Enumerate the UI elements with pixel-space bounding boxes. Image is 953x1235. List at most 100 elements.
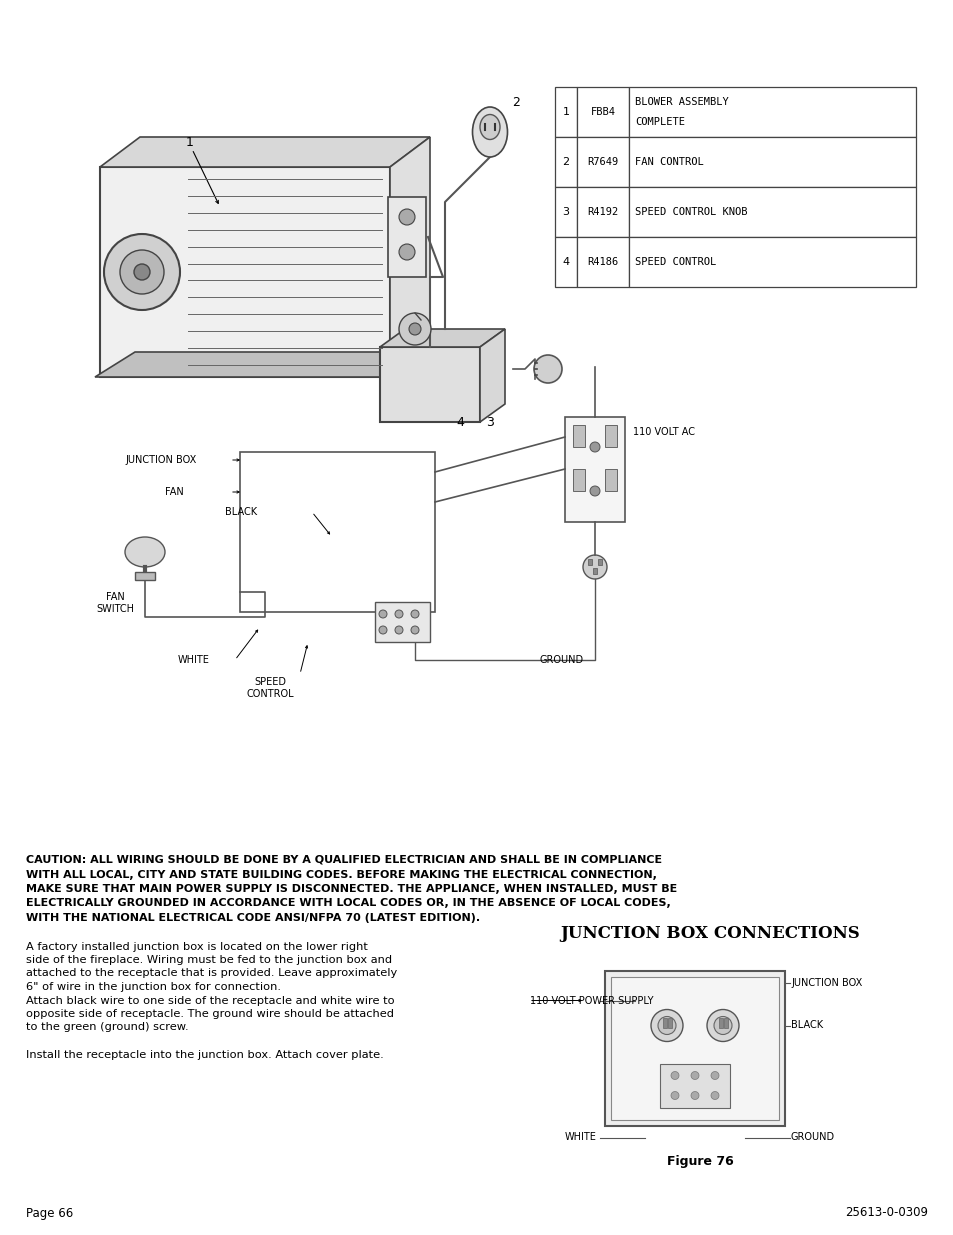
Text: FAN
SWITCH: FAN SWITCH [96, 592, 133, 614]
Text: opposite side of receptacle. The ground wire should be attached: opposite side of receptacle. The ground … [26, 1009, 394, 1019]
Text: JUNCTION BOX WIRING INSTALLATION INSTRUCTIONS: JUNCTION BOX WIRING INSTALLATION INSTRUC… [138, 803, 815, 823]
Circle shape [104, 233, 180, 310]
Text: R4186: R4186 [587, 257, 618, 267]
Bar [719, 1018, 722, 1028]
Polygon shape [379, 329, 504, 347]
Circle shape [710, 1092, 719, 1099]
Bar [573, 469, 584, 492]
Circle shape [582, 555, 606, 579]
Bar [375, 601, 430, 642]
Circle shape [378, 610, 387, 618]
Text: 25613-0-0309: 25613-0-0309 [844, 1207, 927, 1219]
Text: Figure 76: Figure 76 [666, 1156, 733, 1168]
Bar [587, 559, 592, 564]
Text: WHITE: WHITE [178, 655, 210, 664]
Ellipse shape [658, 1016, 676, 1035]
Bar [577, 186, 628, 237]
Bar [240, 452, 435, 613]
Bar [555, 86, 577, 137]
Text: ELECTRICALLY GROUNDED IN ACCORDANCE WITH LOCAL CODES OR, IN THE ABSENCE OF LOCAL: ELECTRICALLY GROUNDED IN ACCORDANCE WITH… [26, 899, 670, 909]
Text: JUNCTION BOX: JUNCTION BOX [125, 454, 196, 466]
Text: 1: 1 [562, 107, 569, 117]
Text: FAN: FAN [165, 487, 184, 496]
Bar [18, 787, 935, 839]
Text: WITH THE NATIONAL ELECTRICAL CODE ANSI/NFPA 70 (LATEST EDITION).: WITH THE NATIONAL ELECTRICAL CODE ANSI/N… [26, 913, 479, 923]
Bar [659, 1063, 729, 1108]
Text: GROUND: GROUND [539, 655, 583, 664]
Bar [628, 237, 915, 287]
Bar [100, 167, 390, 377]
Circle shape [690, 1072, 699, 1079]
Text: 110 VOLT AC: 110 VOLT AC [633, 427, 695, 437]
Bar [555, 186, 577, 237]
Text: JUNCTION BOX CONNECTIONS: JUNCTION BOX CONNECTIONS [559, 925, 859, 942]
Text: WHITE: WHITE [564, 1132, 597, 1142]
Circle shape [670, 1072, 679, 1079]
Circle shape [690, 1092, 699, 1099]
Circle shape [411, 626, 418, 634]
Circle shape [395, 610, 402, 618]
Circle shape [378, 626, 387, 634]
Bar [18, 72, 935, 782]
Text: GROUND: GROUND [790, 1132, 834, 1142]
Text: 1: 1 [186, 136, 193, 148]
Text: BLOWER ASSEMBLY: BLOWER ASSEMBLY [635, 98, 728, 107]
Text: Attach black wire to one side of the receptacle and white wire to: Attach black wire to one side of the rec… [26, 995, 395, 1005]
Text: SPEED CONTROL KNOB: SPEED CONTROL KNOB [635, 207, 747, 217]
Bar [577, 86, 628, 137]
Text: R4192: R4192 [587, 207, 618, 217]
Bar [555, 137, 577, 186]
Text: FBB4 VARIABLE SPEED BLOWER INSTALLATION: FBB4 VARIABLE SPEED BLOWER INSTALLATION [146, 32, 807, 56]
Circle shape [589, 442, 599, 452]
Polygon shape [95, 352, 435, 377]
Ellipse shape [479, 115, 499, 140]
Text: FBB4: FBB4 [590, 107, 615, 117]
Bar [628, 186, 915, 237]
Text: 110 VOLT POWER SUPPLY: 110 VOLT POWER SUPPLY [530, 995, 653, 1005]
Bar [18, 19, 935, 70]
Bar [388, 198, 426, 277]
Bar [628, 86, 915, 137]
Circle shape [409, 324, 420, 335]
Text: 3: 3 [562, 207, 569, 217]
Bar [604, 469, 617, 492]
Bar [667, 1018, 671, 1028]
Text: R7649: R7649 [587, 157, 618, 167]
Circle shape [398, 245, 415, 261]
Bar [573, 425, 584, 447]
Text: BLACK: BLACK [225, 508, 256, 517]
Text: 3: 3 [485, 415, 494, 429]
Bar [628, 137, 915, 186]
Bar [593, 568, 597, 574]
Text: 4: 4 [562, 257, 569, 267]
Text: Install the receptacle into the junction box. Attach cover plate.: Install the receptacle into the junction… [26, 1050, 383, 1060]
Text: MAKE SURE THAT MAIN POWER SUPPLY IS DISCONNECTED. THE APPLIANCE, WHEN INSTALLED,: MAKE SURE THAT MAIN POWER SUPPLY IS DISC… [26, 884, 677, 894]
Ellipse shape [713, 1016, 731, 1035]
Ellipse shape [125, 537, 165, 567]
Ellipse shape [650, 1009, 682, 1041]
Text: JUNCTION BOX: JUNCTION BOX [790, 977, 862, 988]
Text: CAUTION: ALL WIRING SHOULD BE DONE BY A QUALIFIED ELECTRICIAN AND SHALL BE IN CO: CAUTION: ALL WIRING SHOULD BE DONE BY A … [26, 855, 661, 864]
Text: Page 66: Page 66 [26, 1207, 73, 1219]
Bar [598, 559, 601, 564]
Bar [604, 971, 784, 1125]
Text: to the green (ground) screw.: to the green (ground) screw. [26, 1023, 189, 1032]
Circle shape [133, 264, 150, 280]
Bar [564, 417, 624, 522]
Circle shape [411, 610, 418, 618]
Circle shape [534, 354, 561, 383]
Bar [555, 237, 577, 287]
Circle shape [120, 249, 164, 294]
Polygon shape [100, 137, 430, 167]
Circle shape [398, 209, 415, 225]
Circle shape [710, 1072, 719, 1079]
Polygon shape [390, 137, 430, 377]
Bar [723, 1018, 727, 1028]
Text: 2: 2 [562, 157, 569, 167]
Bar [610, 977, 779, 1119]
Text: attached to the receptacle that is provided. Leave approximately: attached to the receptacle that is provi… [26, 968, 396, 978]
Text: BLACK: BLACK [790, 1020, 822, 1030]
Text: SPEED CONTROL: SPEED CONTROL [635, 257, 716, 267]
Circle shape [670, 1092, 679, 1099]
Text: WITH ALL LOCAL, CITY AND STATE BUILDING CODES. BEFORE MAKING THE ELECTRICAL CONN: WITH ALL LOCAL, CITY AND STATE BUILDING … [26, 869, 657, 879]
